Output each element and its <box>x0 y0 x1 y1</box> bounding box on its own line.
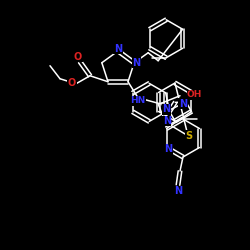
Text: N: N <box>162 104 170 115</box>
Text: N: N <box>179 99 187 109</box>
Text: N: N <box>114 44 122 54</box>
Text: O: O <box>74 52 82 62</box>
Text: O: O <box>68 78 76 88</box>
Text: N: N <box>164 144 172 154</box>
Text: OH: OH <box>187 90 202 99</box>
Text: S: S <box>186 131 192 141</box>
Text: HN: HN <box>130 96 146 105</box>
Text: N: N <box>174 186 182 196</box>
Text: N: N <box>163 116 171 126</box>
Text: N: N <box>132 58 140 68</box>
